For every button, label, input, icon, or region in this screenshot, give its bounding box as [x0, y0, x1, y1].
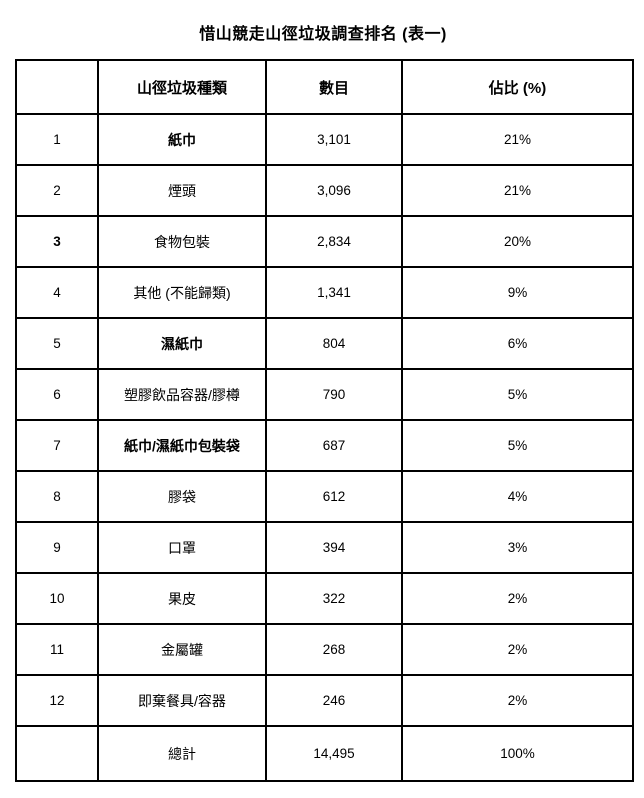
table-row: 2 煙頭 3,096 21% — [15, 164, 634, 217]
type-cell: 塑膠飲品容器/膠樽 — [97, 368, 267, 421]
rank-cell: 4 — [15, 266, 99, 319]
percent-cell: 2% — [401, 572, 634, 625]
rank-cell: 11 — [15, 623, 99, 676]
percent-cell: 5% — [401, 368, 634, 421]
count-cell: 612 — [265, 470, 403, 523]
rank-cell: 5 — [15, 317, 99, 370]
table-row: 3 食物包裝 2,834 20% — [15, 215, 634, 268]
count-cell: 2,834 — [265, 215, 403, 268]
count-cell: 1,341 — [265, 266, 403, 319]
rank-cell: 1 — [15, 113, 99, 166]
page-title: 惜山競走山徑垃圾調查排名 (表一) — [199, 26, 447, 43]
type-cell: 金屬罐 — [97, 623, 267, 676]
table-row: 8 膠袋 612 4% — [15, 470, 634, 523]
total-count-cell: 14,495 — [265, 725, 403, 782]
type-cell: 即棄餐具/容器 — [97, 674, 267, 727]
table-row: 6 塑膠飲品容器/膠樽 790 5% — [15, 368, 634, 421]
rank-cell: 10 — [15, 572, 99, 625]
table-row: 9 口罩 394 3% — [15, 521, 634, 574]
header-percent-cell: 佔比 (%) — [401, 59, 634, 115]
total-row: 總計 14,495 100% — [15, 725, 634, 782]
count-cell: 687 — [265, 419, 403, 472]
rank-cell: 7 — [15, 419, 99, 472]
rank-cell: 9 — [15, 521, 99, 574]
rank-cell: 3 — [15, 215, 99, 268]
type-cell: 果皮 — [97, 572, 267, 625]
total-percent-cell: 100% — [401, 725, 634, 782]
table-row: 5 濕紙巾 804 6% — [15, 317, 634, 370]
type-cell: 口罩 — [97, 521, 267, 574]
type-cell: 紙巾 — [97, 113, 267, 166]
header-row: 山徑垃圾種類 數目 佔比 (%) — [15, 59, 634, 115]
count-cell: 394 — [265, 521, 403, 574]
percent-cell: 3% — [401, 521, 634, 574]
percent-cell: 5% — [401, 419, 634, 472]
header-type-cell: 山徑垃圾種類 — [97, 59, 267, 115]
type-cell: 紙巾/濕紙巾包裝袋 — [97, 419, 267, 472]
type-cell: 濕紙巾 — [97, 317, 267, 370]
count-cell: 322 — [265, 572, 403, 625]
table-row: 4 其他 (不能歸類) 1,341 9% — [15, 266, 634, 319]
header-count-cell: 數目 — [265, 59, 403, 115]
count-cell: 3,096 — [265, 164, 403, 217]
litter-ranking-table: 山徑垃圾種類 數目 佔比 (%) 1 紙巾 3,101 21% 2 煙頭 3,096 21% 3… — [15, 59, 634, 782]
table-row: 10 果皮 322 2% — [15, 572, 634, 625]
percent-cell: 6% — [401, 317, 634, 370]
count-cell: 268 — [265, 623, 403, 676]
table-row: 12 即棄餐具/容器 246 2% — [15, 674, 634, 727]
percent-cell: 20% — [401, 215, 634, 268]
percent-cell: 21% — [401, 164, 634, 217]
rank-cell: 6 — [15, 368, 99, 421]
rank-cell: 2 — [15, 164, 99, 217]
table-row: 7 紙巾/濕紙巾包裝袋 687 5% — [15, 419, 634, 472]
rank-cell: 12 — [15, 674, 99, 727]
count-cell: 790 — [265, 368, 403, 421]
percent-cell: 9% — [401, 266, 634, 319]
table-row: 1 紙巾 3,101 21% — [15, 113, 634, 166]
type-cell: 膠袋 — [97, 470, 267, 523]
total-label-cell: 總計 — [97, 725, 267, 782]
rank-cell: 8 — [15, 470, 99, 523]
count-cell: 804 — [265, 317, 403, 370]
type-cell: 煙頭 — [97, 164, 267, 217]
percent-cell: 2% — [401, 674, 634, 727]
table-row: 11 金屬罐 268 2% — [15, 623, 634, 676]
header-rank-cell — [15, 59, 99, 115]
type-cell: 其他 (不能歸類) — [97, 266, 267, 319]
type-cell: 食物包裝 — [97, 215, 267, 268]
total-rank-cell — [15, 725, 99, 782]
count-cell: 3,101 — [265, 113, 403, 166]
percent-cell: 21% — [401, 113, 634, 166]
percent-cell: 4% — [401, 470, 634, 523]
count-cell: 246 — [265, 674, 403, 727]
percent-cell: 2% — [401, 623, 634, 676]
